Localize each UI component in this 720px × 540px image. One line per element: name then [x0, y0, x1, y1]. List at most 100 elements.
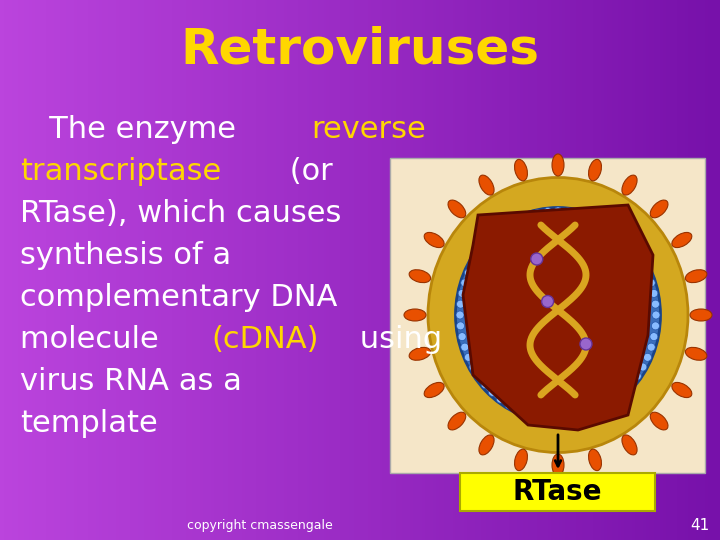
- Circle shape: [627, 381, 635, 389]
- Text: 41: 41: [690, 518, 710, 534]
- Circle shape: [585, 212, 593, 220]
- Circle shape: [544, 414, 552, 422]
- Text: molecule: molecule: [20, 325, 168, 354]
- Ellipse shape: [409, 269, 431, 282]
- Circle shape: [541, 295, 554, 307]
- Circle shape: [603, 401, 611, 409]
- Circle shape: [580, 338, 592, 350]
- FancyBboxPatch shape: [460, 473, 655, 511]
- Circle shape: [474, 372, 482, 380]
- Circle shape: [644, 269, 652, 276]
- Ellipse shape: [622, 175, 637, 195]
- Text: (or: (or: [279, 157, 333, 186]
- Ellipse shape: [479, 175, 494, 195]
- FancyBboxPatch shape: [390, 158, 705, 473]
- Ellipse shape: [456, 207, 660, 422]
- Ellipse shape: [404, 309, 426, 321]
- Text: template: template: [20, 409, 158, 438]
- Circle shape: [564, 414, 572, 422]
- Circle shape: [505, 221, 513, 229]
- Circle shape: [647, 343, 655, 351]
- Ellipse shape: [552, 154, 564, 176]
- Text: reverse: reverse: [311, 115, 426, 144]
- Circle shape: [514, 406, 522, 414]
- Ellipse shape: [515, 159, 528, 181]
- Circle shape: [481, 241, 489, 249]
- Ellipse shape: [685, 347, 707, 360]
- Circle shape: [644, 353, 652, 361]
- Circle shape: [594, 406, 602, 414]
- Circle shape: [488, 388, 496, 396]
- Text: RTase: RTase: [513, 478, 602, 506]
- Circle shape: [652, 311, 660, 319]
- Circle shape: [461, 343, 469, 351]
- Circle shape: [474, 250, 482, 258]
- Ellipse shape: [428, 178, 688, 453]
- Ellipse shape: [424, 382, 444, 397]
- Circle shape: [634, 372, 642, 380]
- Circle shape: [481, 381, 489, 389]
- Text: copyright cmassengale: copyright cmassengale: [187, 519, 333, 532]
- Circle shape: [496, 395, 505, 403]
- Circle shape: [531, 253, 543, 265]
- Circle shape: [534, 210, 541, 217]
- Circle shape: [627, 241, 635, 249]
- Ellipse shape: [448, 200, 466, 218]
- Ellipse shape: [690, 309, 712, 321]
- Circle shape: [488, 234, 496, 242]
- Text: using: using: [351, 325, 443, 354]
- Circle shape: [611, 227, 620, 235]
- Text: transcriptase: transcriptase: [20, 157, 221, 186]
- Circle shape: [523, 212, 531, 220]
- Circle shape: [456, 311, 464, 319]
- Circle shape: [620, 234, 628, 242]
- Circle shape: [634, 250, 642, 258]
- Text: virus RNA as a: virus RNA as a: [20, 367, 242, 396]
- Ellipse shape: [650, 200, 668, 218]
- Circle shape: [523, 410, 531, 418]
- Ellipse shape: [424, 232, 444, 247]
- Circle shape: [611, 395, 620, 403]
- Ellipse shape: [672, 382, 692, 397]
- Circle shape: [594, 216, 602, 224]
- Circle shape: [464, 269, 472, 276]
- Text: synthesis of a: synthesis of a: [20, 241, 231, 270]
- Circle shape: [456, 300, 464, 308]
- Circle shape: [585, 410, 593, 418]
- Circle shape: [505, 401, 513, 409]
- Circle shape: [554, 207, 562, 215]
- Circle shape: [458, 333, 466, 341]
- Circle shape: [639, 363, 647, 371]
- Ellipse shape: [588, 159, 601, 181]
- Circle shape: [534, 413, 541, 421]
- Circle shape: [652, 322, 660, 330]
- Circle shape: [564, 207, 572, 215]
- Ellipse shape: [552, 454, 564, 476]
- Ellipse shape: [650, 412, 668, 430]
- Ellipse shape: [622, 435, 637, 455]
- Circle shape: [554, 415, 562, 423]
- Ellipse shape: [409, 347, 431, 360]
- Circle shape: [650, 333, 658, 341]
- Circle shape: [647, 279, 655, 287]
- Text: The enzyme: The enzyme: [20, 115, 246, 144]
- Ellipse shape: [672, 232, 692, 247]
- Text: Retroviruses: Retroviruses: [181, 26, 539, 74]
- Circle shape: [639, 259, 647, 267]
- Circle shape: [469, 259, 477, 267]
- Circle shape: [514, 216, 522, 224]
- Circle shape: [575, 210, 582, 217]
- Ellipse shape: [515, 449, 528, 471]
- Ellipse shape: [588, 449, 601, 471]
- Circle shape: [456, 322, 464, 330]
- Ellipse shape: [448, 412, 466, 430]
- Circle shape: [620, 388, 628, 396]
- Circle shape: [464, 353, 472, 361]
- Ellipse shape: [479, 435, 494, 455]
- Circle shape: [544, 207, 552, 215]
- Text: (cDNA): (cDNA): [212, 325, 319, 354]
- Circle shape: [652, 300, 660, 308]
- Circle shape: [650, 289, 658, 298]
- Circle shape: [461, 279, 469, 287]
- Polygon shape: [463, 205, 653, 430]
